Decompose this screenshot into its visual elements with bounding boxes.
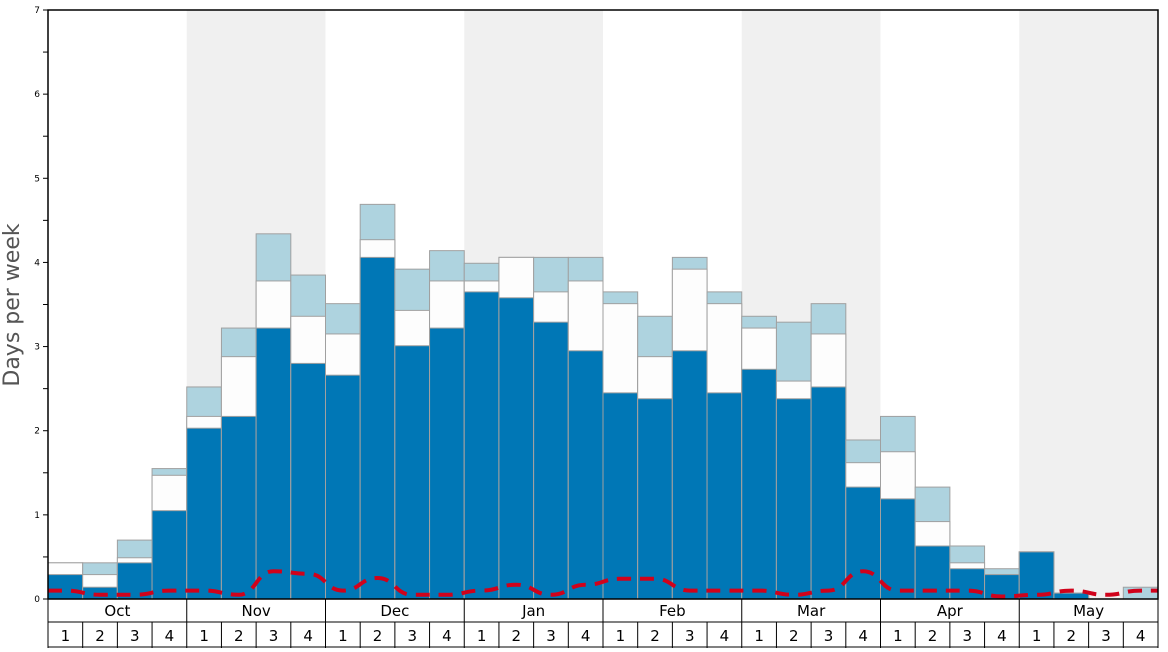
- bar-segment-base: [325, 374, 361, 600]
- week-label: 2: [95, 627, 105, 645]
- bar-segment-base: [394, 345, 431, 600]
- month-band-may: [1019, 10, 1158, 599]
- bar-segment-base: [533, 321, 569, 600]
- week-label: 2: [928, 627, 938, 645]
- week-label: 2: [234, 627, 244, 645]
- month-label-oct: Oct: [104, 602, 130, 620]
- week-label: 2: [373, 627, 383, 645]
- week-label: 3: [685, 627, 695, 645]
- bar-segment-base: [637, 398, 673, 600]
- week-label: 1: [754, 627, 764, 645]
- week-label: 1: [477, 627, 487, 645]
- bar-segment-base: [359, 256, 396, 600]
- week-label: 4: [720, 627, 730, 645]
- week-label: 4: [997, 627, 1007, 645]
- month-label-may: May: [1073, 602, 1104, 620]
- week-label: 3: [407, 627, 417, 645]
- week-label: 3: [962, 627, 972, 645]
- bar-segment-base: [220, 415, 257, 600]
- y-tick-label: 3: [34, 343, 40, 353]
- week-label: 1: [338, 627, 348, 645]
- bar-segment-base: [498, 297, 535, 600]
- dashed-trend-line: [48, 569, 1158, 599]
- bar-segment-base: [671, 350, 708, 600]
- week-label: 1: [1032, 627, 1042, 645]
- week-label: 1: [61, 627, 71, 645]
- week-label: 4: [1136, 627, 1146, 645]
- week-label: 1: [616, 627, 626, 645]
- month-label-feb: Feb: [659, 602, 686, 620]
- week-label: 1: [893, 627, 903, 645]
- bar-segment-base: [949, 568, 986, 600]
- bar-segment-base: [186, 427, 222, 600]
- month-label-mar: Mar: [797, 602, 826, 620]
- week-label: 3: [824, 627, 834, 645]
- bar-segment-base: [741, 368, 777, 600]
- bars: [47, 203, 1159, 600]
- y-tick-label: 7: [34, 6, 40, 16]
- bar-segment-base: [602, 392, 639, 600]
- week-label: 4: [442, 627, 452, 645]
- bar-segment-base: [429, 327, 465, 600]
- bar-segment-base: [255, 327, 292, 600]
- bar-segment-base: [810, 386, 847, 600]
- bar-segment-base: [1053, 592, 1090, 600]
- y-tick-label: 4: [34, 258, 40, 268]
- y-axis-label: Days per week: [0, 223, 25, 386]
- trend-line: [48, 569, 1158, 599]
- week-label: 3: [130, 627, 140, 645]
- week-label: 4: [165, 627, 175, 645]
- week-label: 4: [581, 627, 591, 645]
- week-label: 2: [650, 627, 660, 645]
- bar-segment-base: [290, 362, 326, 600]
- bar-segment-base: [880, 498, 916, 600]
- week-label: 3: [546, 627, 556, 645]
- y-tick-label: 6: [34, 90, 40, 100]
- y-tick-label: 2: [34, 427, 40, 437]
- month-label-jan: Jan: [521, 602, 545, 620]
- bar-segment-base: [463, 291, 500, 600]
- bar-segment-base: [775, 398, 812, 600]
- y-tick-label: 5: [34, 174, 40, 184]
- week-label: 2: [1067, 627, 1077, 645]
- month-label-dec: Dec: [380, 602, 409, 620]
- bar-segment-base: [567, 350, 604, 600]
- week-label: 3: [269, 627, 279, 645]
- bar-segment-base: [1018, 551, 1055, 600]
- week-label: 4: [858, 627, 868, 645]
- week-label: 2: [512, 627, 522, 645]
- bar-segment-base: [706, 392, 743, 600]
- y-tick-label: 1: [34, 511, 40, 521]
- bar-segment-base: [151, 510, 188, 600]
- week-label: 3: [1101, 627, 1111, 645]
- axes: 0 1 2 3 4 5 6 7 Oct 1 2 3 4 Nov 1 2 3 4 Dec 1 2 3 4 Jan 1 2 3 4 Feb 1…: [34, 6, 1159, 648]
- week-label: 1: [199, 627, 209, 645]
- week-label: 4: [303, 627, 313, 645]
- bar-segment-base: [47, 574, 84, 600]
- month-label-apr: Apr: [937, 602, 964, 620]
- week-label: 2: [789, 627, 799, 645]
- month-label-nov: Nov: [241, 602, 270, 620]
- bar-segment-base: [845, 486, 881, 600]
- y-tick-label: 0: [34, 595, 40, 605]
